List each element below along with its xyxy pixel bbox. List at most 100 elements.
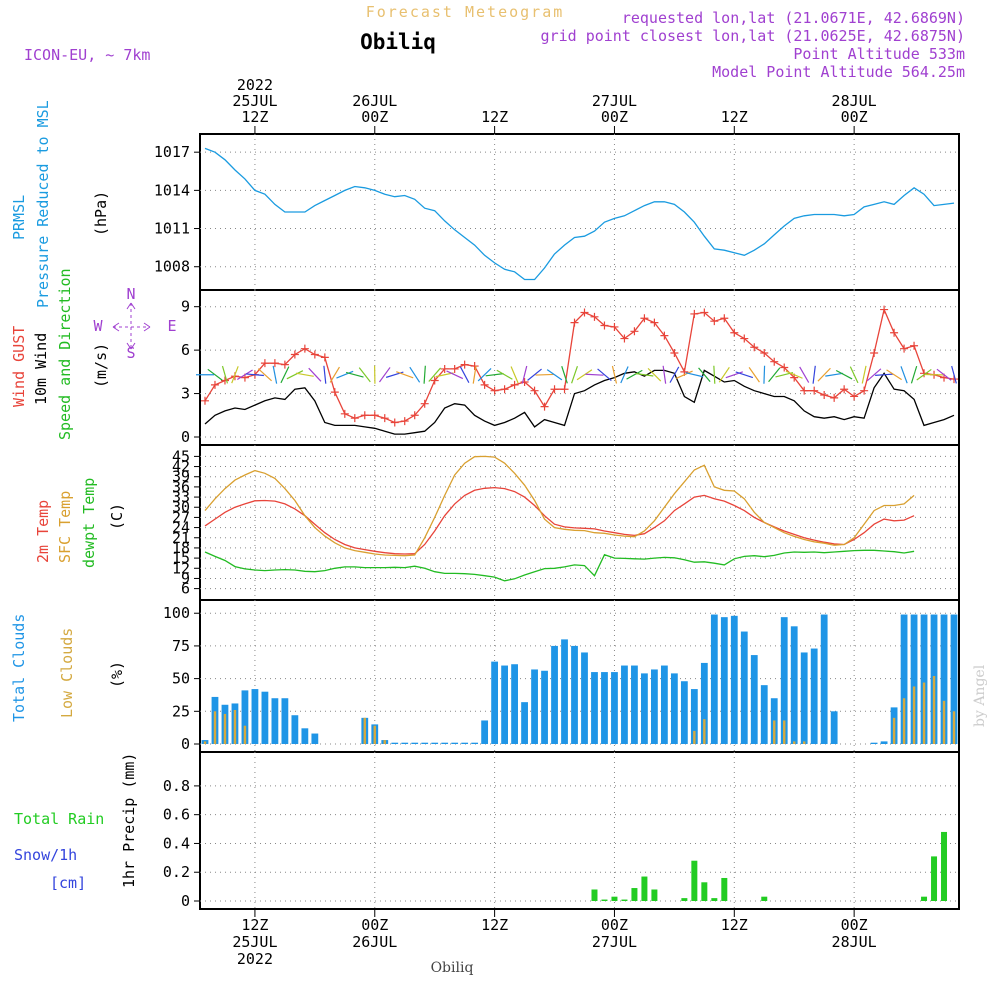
wind-arrow (725, 371, 744, 379)
gust-marker (880, 305, 889, 314)
y-tick-label: 30 (172, 498, 190, 516)
y-tick-label: 6 (181, 580, 190, 598)
total-clouds-bar (411, 742, 419, 744)
total-clouds-bar (950, 614, 958, 744)
gust-marker (640, 314, 649, 323)
wind-arrow (329, 366, 340, 383)
total-clouds-bar (281, 698, 289, 744)
y-tick-label: 1017 (154, 143, 190, 161)
gust-marker (910, 341, 919, 350)
rain-bar (701, 882, 708, 901)
wind-arrow (510, 366, 519, 384)
sfc-label: SFC Temp (56, 491, 74, 563)
gust-marker (740, 334, 749, 343)
gust-marker (450, 364, 459, 373)
wind-arrow (409, 366, 421, 383)
bottom-time-label: 00Z (841, 916, 868, 934)
total-clouds-bar (651, 669, 658, 744)
gust-marker (720, 314, 729, 323)
total-clouds-bar (251, 689, 259, 744)
total-clouds-bar (601, 672, 608, 744)
total-clouds-bar (441, 742, 449, 744)
rain-bar (611, 896, 618, 901)
total-clouds-bar (271, 698, 279, 744)
wind-arrow (849, 366, 859, 384)
total-clouds-label: Total Clouds (10, 614, 28, 722)
wind-arrow (861, 365, 867, 384)
series-line-dewpt-temp (204, 549, 915, 582)
total-clouds-bar (431, 742, 439, 744)
bottom-time-label: 12Z (481, 916, 508, 934)
total-clouds-bar (670, 673, 678, 744)
gust-marker (730, 328, 739, 337)
low-clouds-bar (223, 713, 227, 744)
total-clouds-bar (800, 652, 808, 744)
rain-bar (601, 899, 608, 901)
rain-bar (651, 889, 658, 901)
grid-lines (200, 134, 959, 909)
gust-marker (320, 353, 329, 362)
gust-marker (570, 318, 579, 327)
wind-arrow (423, 365, 426, 384)
bottom-time-label: 26JUL (352, 933, 397, 951)
bottom-time-label: 12Z (241, 916, 268, 934)
wind-arrow (576, 369, 593, 381)
y-tick-label: 21 (172, 529, 190, 547)
gust-marker (850, 392, 859, 401)
total-clouds-bar (631, 665, 638, 744)
gust-marker (510, 380, 519, 389)
rain-bar (931, 856, 938, 901)
wind-arrow (561, 365, 568, 384)
gust-marker (660, 331, 669, 340)
low-clouds-bar (693, 730, 696, 744)
series-line-wind-gust (204, 307, 955, 424)
low-clouds-bar (703, 719, 706, 744)
total-clouds-bar (641, 673, 648, 744)
wind-arrow (396, 371, 414, 379)
gust-marker (700, 308, 709, 317)
footer-station: Obiliq (431, 960, 474, 976)
wind-arrow (378, 367, 391, 383)
gust-marker (460, 360, 469, 369)
gust-marker (470, 362, 479, 371)
total-clouds-bar (401, 742, 409, 744)
wind-arrow (323, 365, 327, 384)
gust-marker (750, 343, 759, 352)
wind-arrow (866, 368, 882, 382)
total-clouds-bar (581, 652, 588, 744)
gust-marker (530, 386, 539, 395)
panel-frame (199, 289, 960, 446)
wind-arrow (785, 370, 803, 379)
low-clouds-label: Low Clouds (58, 628, 76, 718)
gust-marker (650, 318, 659, 327)
total-clouds-bar (591, 672, 598, 744)
wind-arrow (459, 366, 470, 383)
low-clouds-bar (892, 717, 896, 744)
cloud-labels: Total Clouds Low Clouds (%) (10, 614, 126, 722)
y-tick-label: 1008 (154, 258, 190, 276)
gust-marker (870, 349, 879, 358)
wind-arrow (345, 371, 364, 378)
total-clouds-bar (910, 614, 918, 744)
series-line-prmsl (204, 147, 955, 281)
y-tick-label: 39 (172, 468, 190, 486)
wind-arrow (875, 373, 894, 376)
bottom-time-label: 27JUL (592, 933, 637, 951)
gridpoint-location: grid point closest lon,lat (21.0625E, 42… (541, 27, 965, 45)
rain-bar (681, 898, 688, 901)
y-tick-label: 36 (172, 478, 190, 496)
top-time-label: 2022 (237, 76, 273, 94)
rain-bar (921, 896, 928, 901)
total-clouds-bar (780, 617, 788, 744)
panel-frame (199, 444, 960, 601)
gust-marker (490, 386, 499, 395)
total-clouds-bar (660, 665, 668, 744)
total-clouds-bar (750, 655, 758, 744)
wind-arrow (698, 367, 711, 383)
total-clouds-bar (790, 626, 798, 744)
gust-marker (410, 411, 419, 420)
gust-marker (770, 357, 779, 366)
y-tick-label: 0 (181, 892, 190, 910)
total-clouds-bar (471, 742, 479, 744)
